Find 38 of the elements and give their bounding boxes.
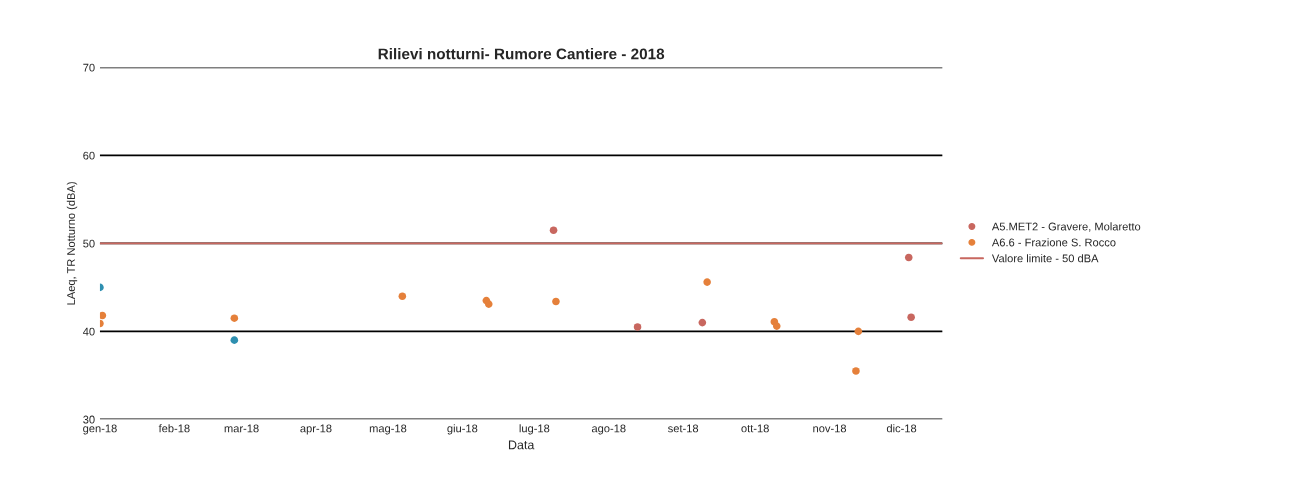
chart-title: Rilievi notturni- Rumore Cantiere - 2018 <box>378 48 665 60</box>
x-tick-label: feb-18 <box>158 424 190 433</box>
point <box>398 292 407 300</box>
point <box>230 314 239 322</box>
point <box>99 311 107 320</box>
x-tick-label: giu-18 <box>447 424 478 435</box>
x-tick-label: apr-18 <box>300 424 332 435</box>
y-tick-label: 60 <box>83 151 95 160</box>
y-tick-label: 70 <box>83 63 95 72</box>
y-tick-label: 50 <box>83 239 95 248</box>
point <box>698 318 707 327</box>
point <box>633 323 642 331</box>
x-tick-label: nov-18 <box>813 424 847 433</box>
legend-label: A6.6 - Frazione S. Rocco <box>991 238 1116 247</box>
y-tick-label: 40 <box>82 327 95 336</box>
point <box>549 226 558 235</box>
x-axis-title: Data <box>508 440 535 450</box>
point <box>772 322 781 330</box>
x-tick-label: gen-18 <box>83 424 117 435</box>
point <box>484 300 493 308</box>
point <box>907 313 915 322</box>
x-tick-label: lug-18 <box>519 424 550 435</box>
point <box>552 297 560 306</box>
point <box>854 327 863 336</box>
legend-label: Valore limite - 50 dBA <box>991 254 1099 263</box>
y-axis-title: LAeq, TR Notturno (dBA) <box>66 182 78 305</box>
point <box>703 278 711 286</box>
x-tick-label: set-18 <box>668 424 699 433</box>
y-tick-label: 30 <box>83 415 95 424</box>
x-tick-label: mag-18 <box>369 424 407 435</box>
x-tick-label: dic-18 <box>886 424 917 433</box>
x-tick-label: mar-18 <box>224 424 259 433</box>
x-tick-label: ago-18 <box>591 424 626 435</box>
legend-label: A5.MET2 - Gravere, Molaretto <box>991 222 1141 232</box>
point <box>904 253 913 262</box>
point <box>230 336 239 344</box>
point <box>852 367 860 375</box>
x-tick-label: ott-18 <box>741 424 769 433</box>
